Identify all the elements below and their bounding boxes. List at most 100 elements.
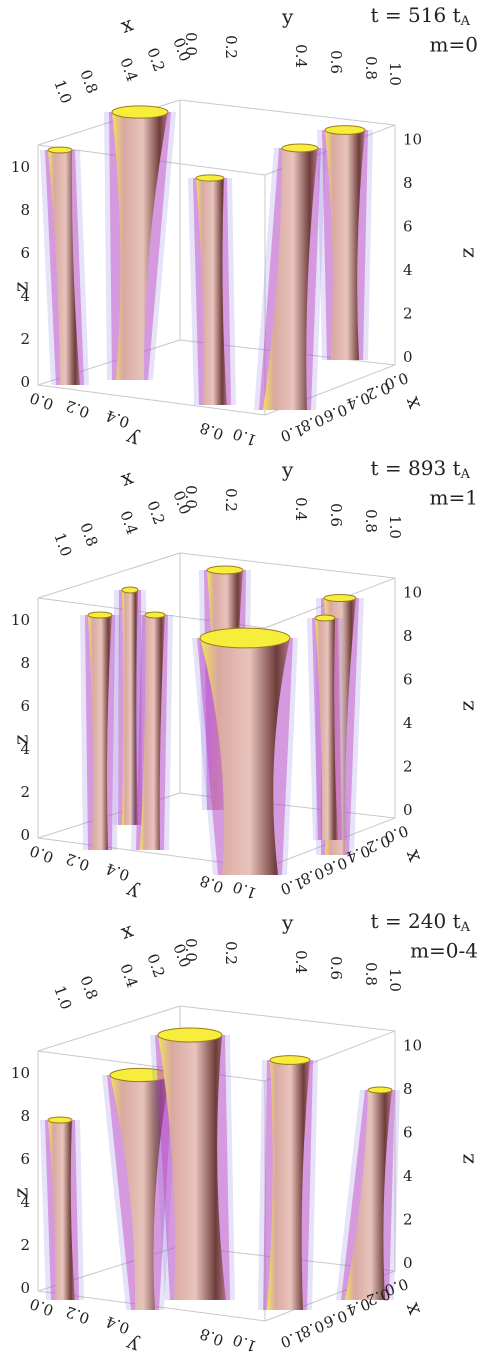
- z-tick-label: 10: [11, 158, 30, 176]
- z-tick-label: 6: [20, 1150, 30, 1168]
- time-label: t = 893 tA: [371, 456, 471, 482]
- tube-top: [325, 126, 365, 135]
- time-sub: A: [460, 920, 471, 935]
- z-tick-label: 10: [403, 1037, 422, 1055]
- y-tick-label: 0.4: [103, 406, 132, 431]
- x-label: x: [398, 393, 425, 412]
- tube-top: [48, 147, 72, 153]
- time-sub: A: [460, 14, 471, 29]
- tube-top: [112, 106, 168, 118]
- y-tick-label: 0.4: [292, 44, 310, 68]
- z-tick-label: 4: [20, 287, 30, 305]
- z-tick-label: 6: [403, 671, 413, 689]
- z-tick-label: 8: [20, 1107, 30, 1125]
- tube-top: [324, 594, 356, 601]
- x-tick-label: 1.0: [50, 530, 75, 559]
- tube-top: [196, 175, 224, 181]
- z-tick-label: 6: [20, 697, 30, 715]
- box-edge: [38, 553, 180, 598]
- y-tick-label: 0.2: [63, 1302, 92, 1327]
- z-tick-label: 4: [20, 1193, 30, 1211]
- z-tick-label: 4: [20, 740, 30, 758]
- tube-top: [200, 628, 290, 648]
- z-tick-label: 4: [403, 1167, 413, 1185]
- x-tick-label: 0.4: [116, 55, 141, 84]
- z-tick-label: 0: [403, 801, 413, 819]
- tube-top: [158, 1028, 222, 1042]
- z-tick-label: 0: [403, 348, 413, 366]
- y-tick-label: 0.0: [182, 485, 200, 509]
- x-label: x: [117, 464, 136, 491]
- tube-top: [48, 1117, 72, 1123]
- z-label: z: [455, 700, 479, 711]
- z-tick-label: 2: [403, 305, 413, 323]
- y-tick-label: 0.0: [182, 32, 200, 56]
- y-tick-label: 0.8: [362, 962, 380, 986]
- box-edge: [180, 100, 395, 125]
- x-tick-label: 0.8: [76, 973, 101, 1002]
- y-tick-label: 0.6: [327, 956, 345, 980]
- tube-top: [88, 612, 112, 618]
- tube-top: [122, 587, 138, 593]
- z-tick-label: 4: [403, 714, 413, 732]
- z-tick-label: 6: [403, 218, 413, 236]
- z-tick-label: 2: [403, 1211, 413, 1229]
- mode-label: m=0: [430, 33, 478, 57]
- z-label: z: [455, 1153, 479, 1164]
- time-label: t = 240 tA: [371, 909, 471, 935]
- x-tick-label: 0.2: [143, 951, 168, 980]
- z-tick-label: 0: [20, 826, 30, 844]
- tube-top: [145, 612, 165, 618]
- z-tick-label: 0: [20, 373, 30, 391]
- page: {"panels": [ {"time": "t = 516 t", "time…: [0, 0, 490, 1360]
- y-tick-label: 0.0: [182, 938, 200, 962]
- y-tick-label: 0.0: [27, 388, 56, 413]
- time: t = 893 t: [371, 456, 461, 480]
- z-tick-label: 2: [20, 783, 30, 801]
- x-tick-label: 0.2: [143, 45, 168, 74]
- time-sub: A: [460, 467, 471, 482]
- z-tick-label: 8: [403, 174, 413, 192]
- tube-top: [315, 615, 335, 621]
- tube-top: [270, 1056, 310, 1065]
- z-tick-label: 8: [403, 627, 413, 645]
- tube-top: [282, 144, 318, 152]
- time: t = 240 t: [371, 909, 461, 933]
- y-tick-label: 0.8: [197, 418, 226, 443]
- z-tick-label: 2: [20, 330, 30, 348]
- y-tick-label: 1.0: [230, 877, 259, 902]
- y-tick-label: 0.2: [222, 488, 240, 512]
- z-label: z: [455, 247, 479, 258]
- x-tick-label: 0.2: [143, 498, 168, 527]
- y-tick-label: 0.6: [327, 50, 345, 74]
- z-tick-label: 8: [403, 1080, 413, 1098]
- time: t = 516 t: [371, 3, 461, 27]
- y-tick-label: 1.0: [230, 424, 259, 449]
- y-tick-label: 1.0: [386, 515, 404, 539]
- y-tick-label: 0.2: [63, 849, 92, 874]
- y-tick-label: 0.2: [63, 396, 92, 421]
- y-tick-label: 0.6: [327, 503, 345, 527]
- x-tick-label: 0.4: [116, 508, 141, 537]
- z-tick-label: 10: [403, 584, 422, 602]
- z-tick-label: 4: [403, 261, 413, 279]
- y-tick-label: 1.0: [386, 62, 404, 86]
- tube-top: [207, 566, 243, 574]
- z-tick-label: 2: [403, 758, 413, 776]
- x-label: x: [398, 1299, 425, 1318]
- y-tick-label: 0.4: [103, 1312, 132, 1337]
- time-label: t = 516 tA: [371, 3, 471, 29]
- x-label: x: [117, 917, 136, 944]
- box-edge: [180, 1006, 395, 1031]
- y-label: y: [281, 458, 294, 482]
- figure: t = 516 tAm=0xyzzyx1.00.80.40.20.00.00.2…: [0, 0, 490, 1360]
- x-label: x: [398, 846, 425, 865]
- x-tick-label: 0.8: [76, 520, 101, 549]
- y-label: y: [281, 911, 294, 935]
- x-tick-label: 0.4: [116, 961, 141, 990]
- mode-label: m=0-4: [410, 939, 478, 963]
- z-tick-label: 10: [403, 131, 422, 149]
